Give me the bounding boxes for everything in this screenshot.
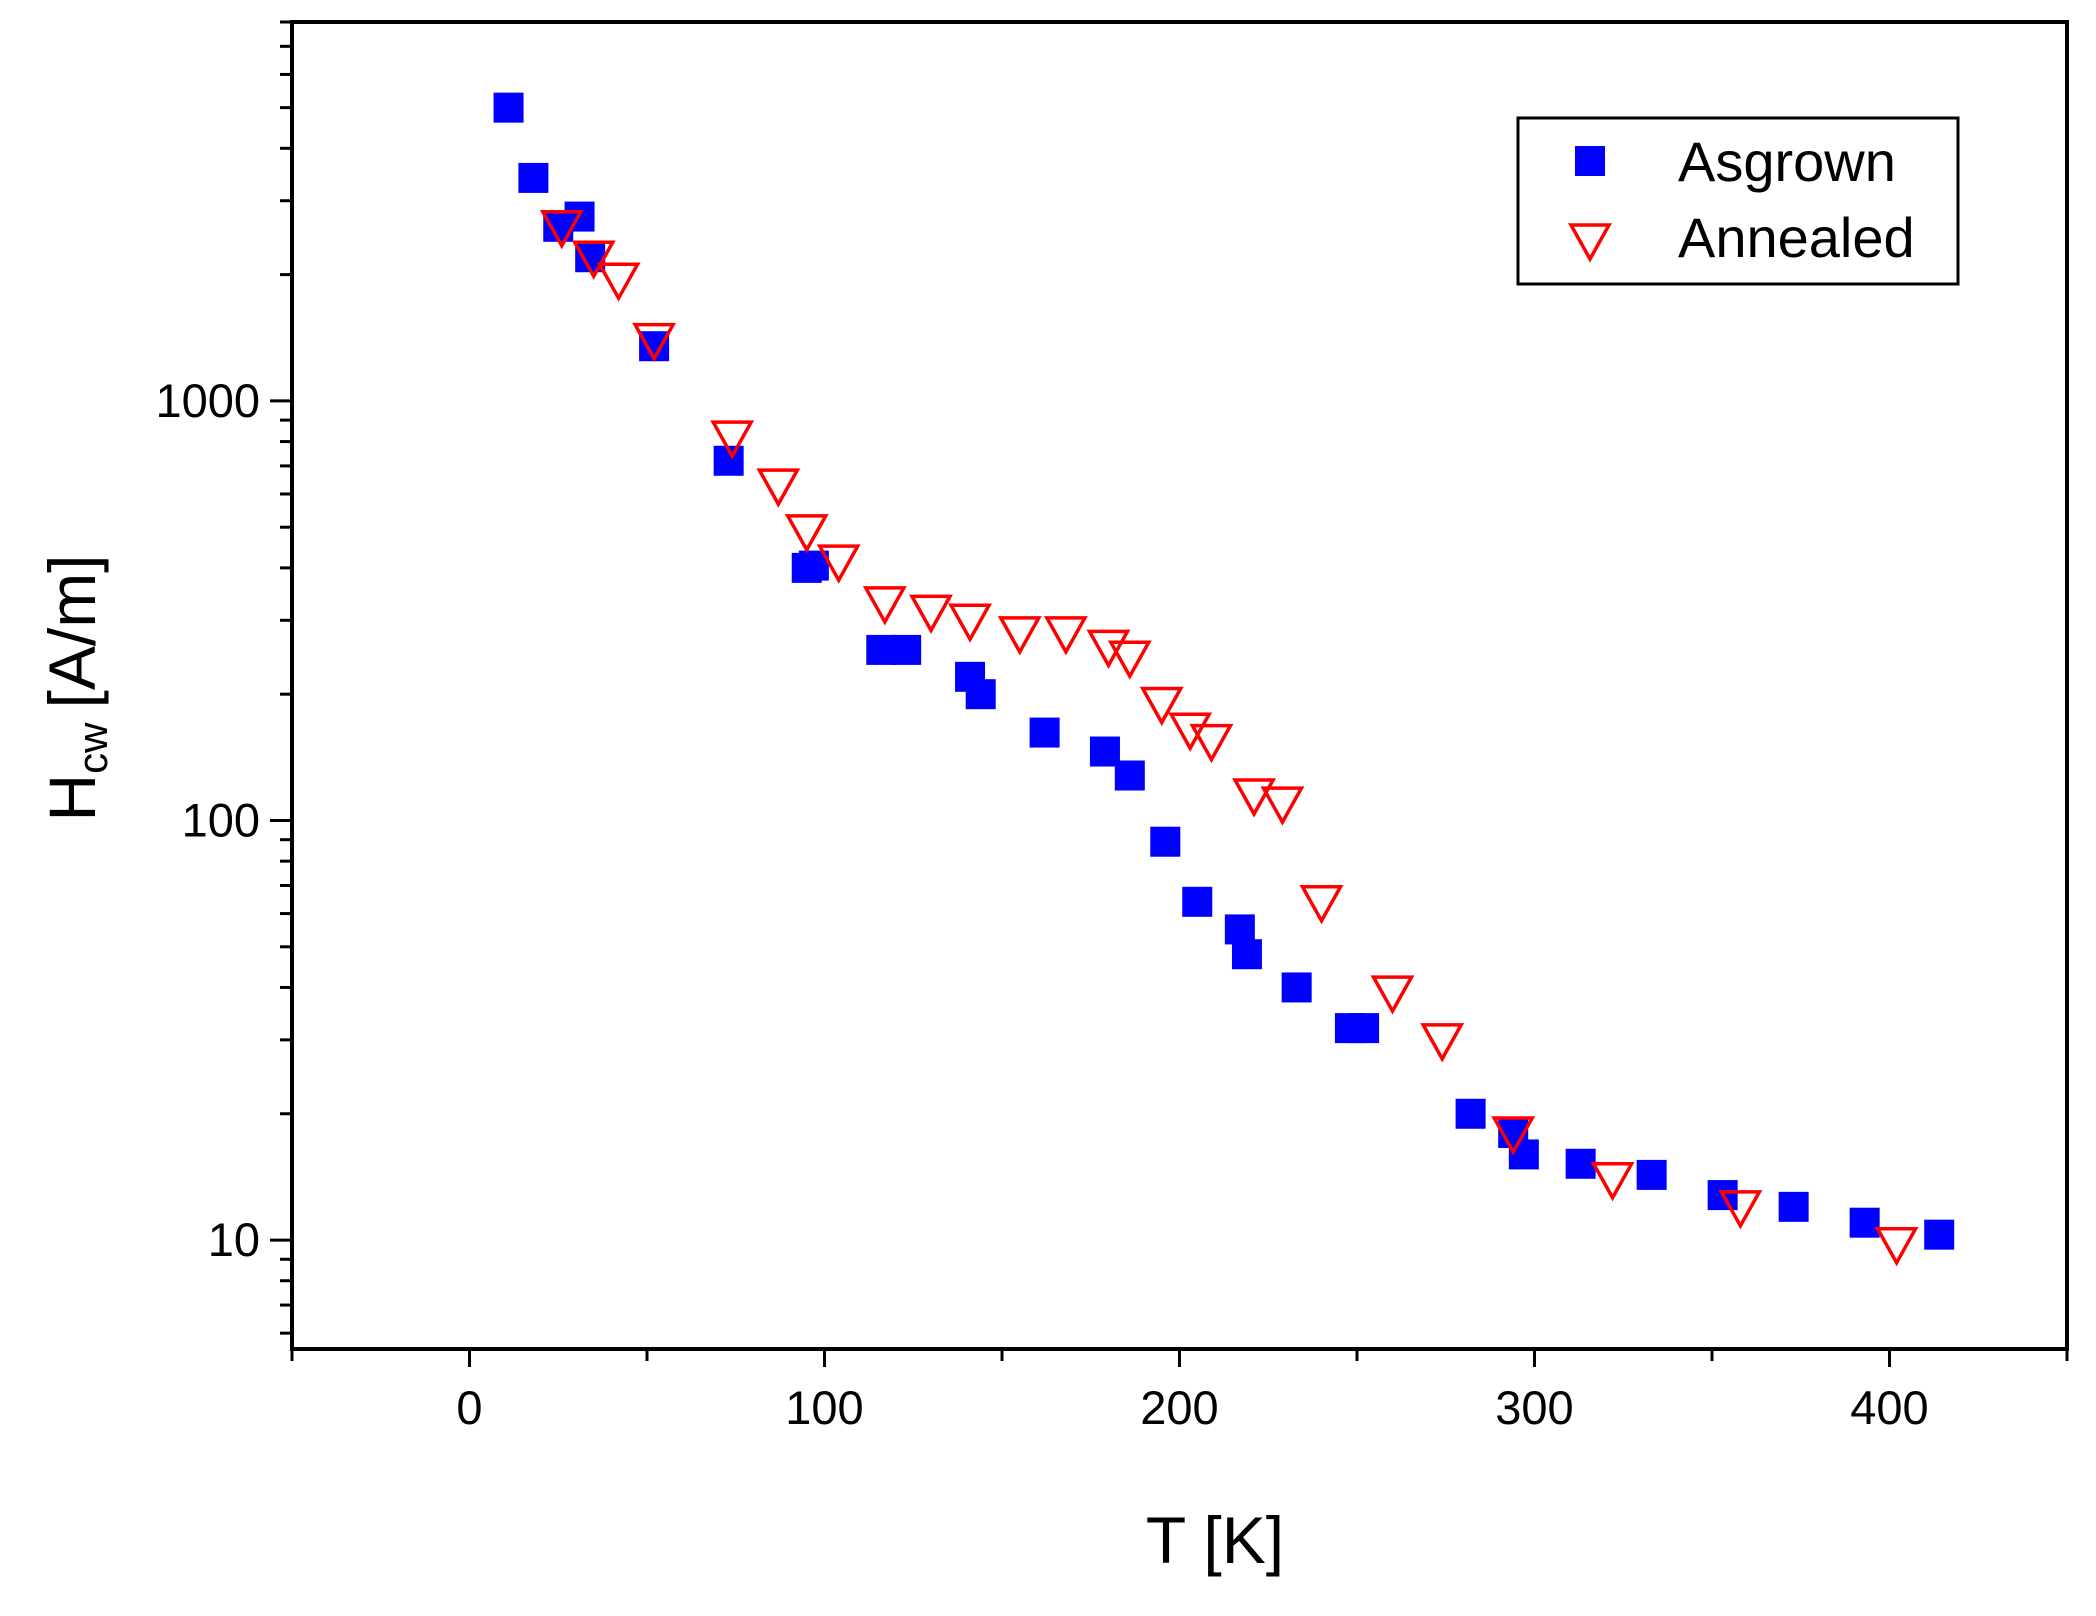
y-tick-label: 100 <box>182 793 260 846</box>
annealed-point <box>1260 786 1305 826</box>
legend-asgrown-label: Asgrown <box>1678 130 1896 193</box>
asgrown-point <box>1281 972 1312 1003</box>
asgrown-point <box>965 679 996 710</box>
asgrown-point <box>1231 939 1262 970</box>
x-tick-label: 100 <box>785 1381 863 1434</box>
legend-box <box>1516 116 1960 286</box>
asgrown-point <box>1150 826 1181 857</box>
asgrown-point <box>1636 1159 1667 1190</box>
y-tick-label: 1000 <box>155 374 260 427</box>
annealed-point <box>1718 1190 1763 1230</box>
annealed-point <box>1370 975 1415 1015</box>
annealed-point <box>862 586 907 626</box>
asgrown-point <box>493 92 524 123</box>
annealed-point <box>997 616 1042 656</box>
annealed-point <box>539 210 584 250</box>
annealed-point <box>1043 616 1088 656</box>
asgrown-point <box>1508 1139 1539 1170</box>
annealed-point <box>1232 778 1277 818</box>
asgrown-point <box>1924 1219 1955 1250</box>
y-axis-title-subscript: cw <box>69 722 116 774</box>
annealed-point <box>1299 885 1344 925</box>
y-axis-title-main: H <box>35 774 109 822</box>
x-tick-label: 200 <box>1140 1381 1218 1434</box>
asgrown-point <box>1182 886 1213 917</box>
annealed-point <box>1086 629 1131 669</box>
asgrown-point <box>891 634 922 665</box>
annealed-point <box>1590 1162 1635 1202</box>
legend: Asgrown Annealed <box>1516 116 1960 286</box>
annealed-point <box>1874 1226 1919 1267</box>
asgrown-point <box>518 162 549 193</box>
annealed-point <box>816 544 861 584</box>
legend-annealed-label: Annealed <box>1678 206 1915 269</box>
data-series <box>493 92 1955 1267</box>
asgrown-point <box>1029 717 1060 748</box>
y-axis-title-unit: [A/m] <box>35 554 109 708</box>
annealed-point <box>1107 640 1152 680</box>
y-axis-ticks: 10 100 1000 <box>155 20 292 1335</box>
x-tick-label: 300 <box>1495 1381 1573 1434</box>
y-axis-title: Hcw [A/m] <box>35 554 116 821</box>
x-tick-label: 400 <box>1850 1381 1928 1434</box>
legend-asgrown-marker <box>1575 146 1605 176</box>
x-axis-title: T [K] <box>1146 1503 1284 1577</box>
annealed-point <box>909 594 953 634</box>
series-asgrown <box>493 92 1955 1250</box>
annealed-point <box>632 322 677 363</box>
x-axis-ticks: 0 100 200 300 400 <box>290 1349 2069 1434</box>
annealed-point <box>1168 712 1213 752</box>
legend-annealed-marker <box>1568 223 1612 263</box>
series-annealed <box>539 210 1919 1267</box>
annealed-point <box>1420 1023 1465 1063</box>
annealed-point <box>1189 723 1234 764</box>
annealed-point <box>710 420 755 460</box>
y-tick-label: 10 <box>208 1213 260 1266</box>
asgrown-point <box>1114 760 1145 791</box>
annealed-point <box>784 514 829 554</box>
asgrown-point <box>1349 1013 1380 1044</box>
annealed-point <box>756 468 801 508</box>
annealed-point <box>1139 686 1184 727</box>
asgrown-point <box>1455 1098 1486 1129</box>
annealed-point <box>1491 1116 1536 1156</box>
annealed-point <box>571 240 616 280</box>
asgrown-point <box>1565 1148 1596 1179</box>
asgrown-point <box>1849 1207 1880 1238</box>
x-tick-label: 0 <box>456 1381 482 1434</box>
annealed-point <box>596 262 641 302</box>
annealed-point <box>948 603 993 643</box>
asgrown-point <box>1778 1191 1809 1222</box>
